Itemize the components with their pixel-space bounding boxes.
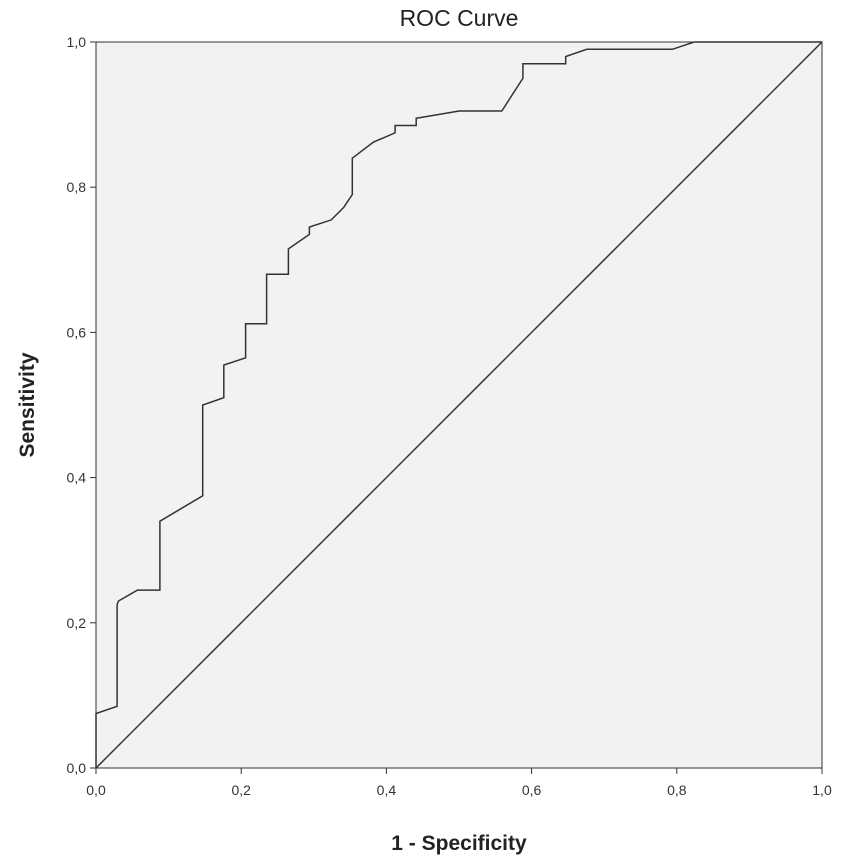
y-tick-label: 0,6 bbox=[67, 324, 87, 340]
x-axis-ticks: 0,0 0,2 0,4 0,6 0,8 1,0 bbox=[86, 768, 832, 798]
x-tick-label: 1,0 bbox=[812, 782, 832, 798]
x-tick-label: 0,0 bbox=[86, 782, 106, 798]
x-tick-label: 0,4 bbox=[377, 782, 397, 798]
x-tick-label: 0,2 bbox=[231, 782, 251, 798]
y-axis-label: Sensitivity bbox=[16, 352, 39, 457]
y-tick-label: 0,0 bbox=[67, 760, 87, 776]
y-tick-label: 0,4 bbox=[67, 470, 87, 486]
y-tick-label: 0,2 bbox=[67, 615, 87, 631]
x-tick-label: 0,8 bbox=[667, 782, 687, 798]
series-layer bbox=[95, 41, 823, 769]
roc-curve-line bbox=[95, 41, 822, 768]
y-tick-label: 0,8 bbox=[67, 179, 87, 195]
x-axis-label: 1 - Specificity bbox=[391, 832, 527, 855]
reference-diagonal-line bbox=[95, 41, 823, 769]
x-tick-label: 0,6 bbox=[522, 782, 542, 798]
chart-title: ROC Curve bbox=[400, 5, 519, 31]
y-axis-ticks: 0,0 0,2 0,4 0,6 0,8 1,0 bbox=[67, 34, 96, 776]
y-tick-label: 1,0 bbox=[67, 34, 87, 50]
